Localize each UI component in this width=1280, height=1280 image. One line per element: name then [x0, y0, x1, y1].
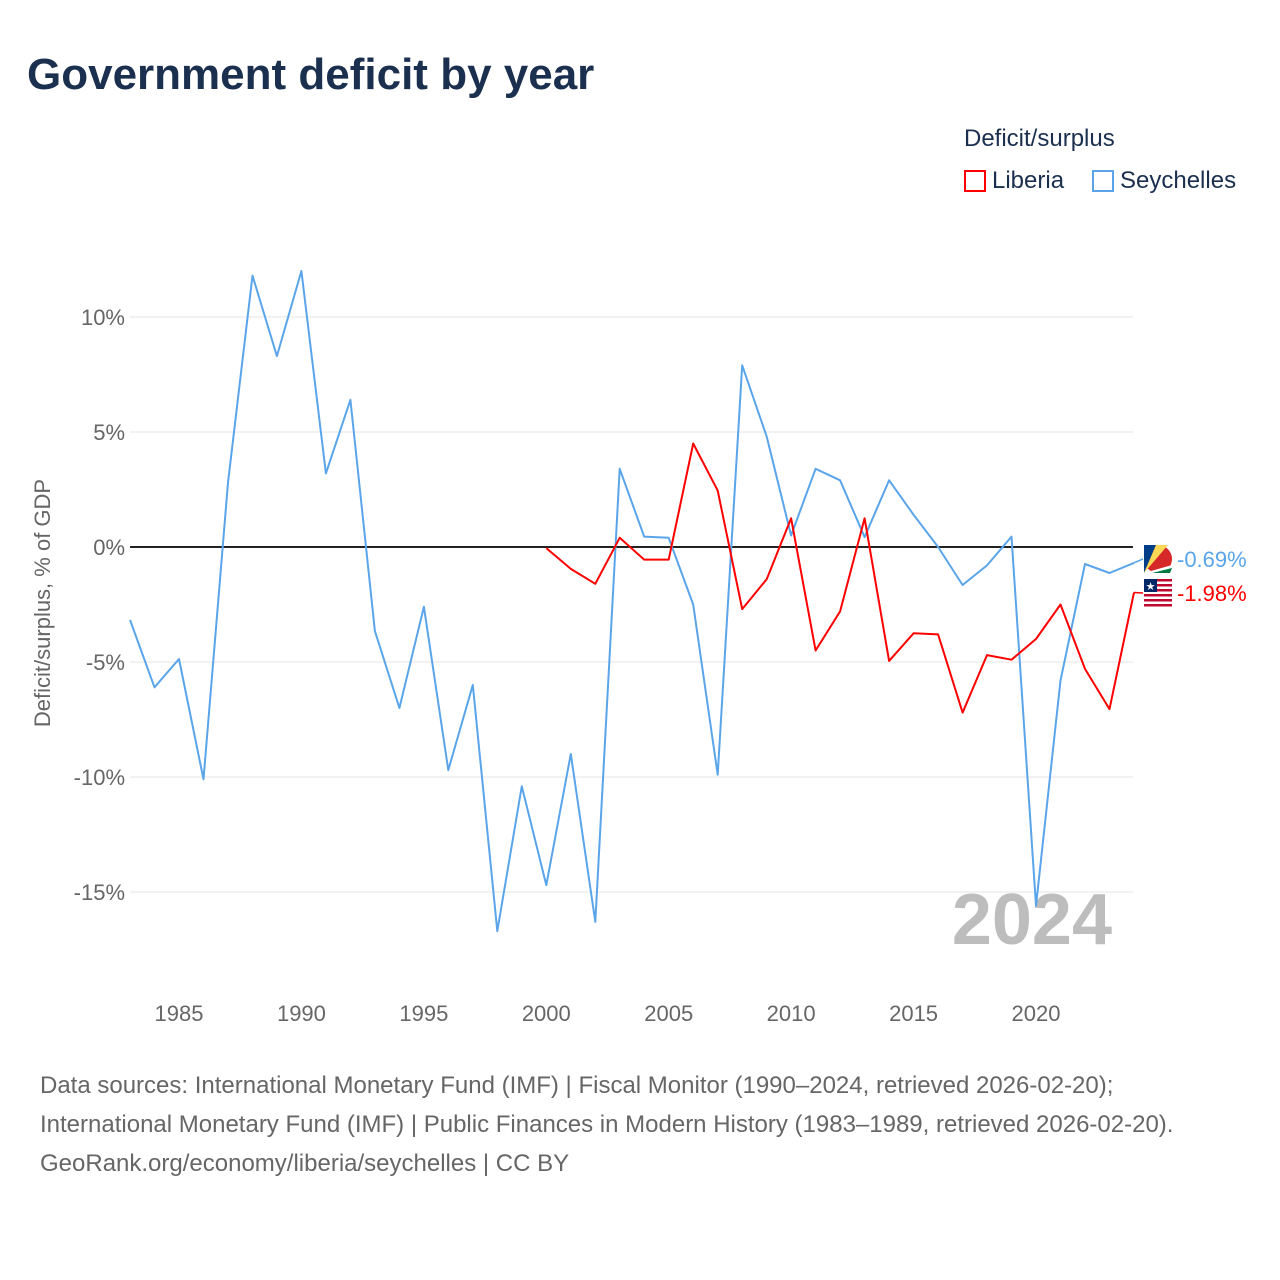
y-tick-label: -10% — [74, 765, 125, 790]
x-tick-label: 2020 — [1012, 1001, 1061, 1026]
y-tick-label: 10% — [81, 305, 125, 330]
series-line-seychelles — [129, 270, 1135, 933]
legend-item-seychelles[interactable]: Seychelles — [1092, 167, 1236, 195]
legend-swatch — [964, 170, 986, 192]
y-tick-label: -15% — [74, 880, 125, 905]
end-value-label: -0.69% — [1177, 547, 1247, 572]
x-tick-label: 1995 — [399, 1001, 448, 1026]
x-tick-label: 2010 — [767, 1001, 816, 1026]
flag-stripe — [1144, 604, 1172, 607]
y-tick-label: -5% — [86, 650, 125, 675]
series-line-liberia — [545, 442, 1135, 714]
flag-star: ★ — [1146, 581, 1156, 593]
x-tick-label: 2000 — [522, 1001, 571, 1026]
y-tick-label: 5% — [93, 420, 125, 445]
y-tick-label: 0% — [93, 535, 125, 560]
footer: Data sources: International Monetary Fun… — [40, 1066, 1240, 1183]
flag-stripe — [1144, 594, 1172, 597]
flag-stripe — [1144, 579, 1172, 582]
flag-canton — [1144, 579, 1157, 592]
end-value-label: -1.98% — [1177, 581, 1247, 606]
legend-item-liberia[interactable]: Liberia — [964, 167, 1064, 195]
flag-stripe — [1144, 589, 1172, 592]
x-tick-label: 1985 — [155, 1001, 204, 1026]
legend-title: Deficit/surplus — [964, 125, 1115, 152]
year-watermark: 2024 — [952, 880, 1112, 960]
chart-title: Government deficit by year — [27, 50, 595, 99]
legend-label: Seychelles — [1120, 167, 1237, 194]
legend-label: Liberia — [992, 167, 1065, 194]
credit-link[interactable]: GeoRank.org/economy/liberia/seychelles |… — [40, 1150, 570, 1177]
data-sources: Data sources: International Monetary Fun… — [40, 1072, 1174, 1138]
flag-part — [1144, 545, 1168, 573]
x-tick-label: 2005 — [644, 1001, 693, 1026]
label-connector — [1133, 558, 1144, 564]
flag-stripe — [1144, 584, 1172, 587]
chart-area: 10% 5% 0% -5% -10% -15% 1985 1990 1995 2000 2005 20… — [30, 270, 1247, 1026]
flag-stripe — [1144, 599, 1172, 602]
x-tick-label: 1990 — [277, 1001, 326, 1026]
y-axis-label: Deficit/surplus, % of GDP — [30, 479, 55, 727]
legend-swatch — [1092, 170, 1114, 192]
x-tick-label: 2015 — [889, 1001, 938, 1026]
flag-part — [1152, 568, 1172, 573]
